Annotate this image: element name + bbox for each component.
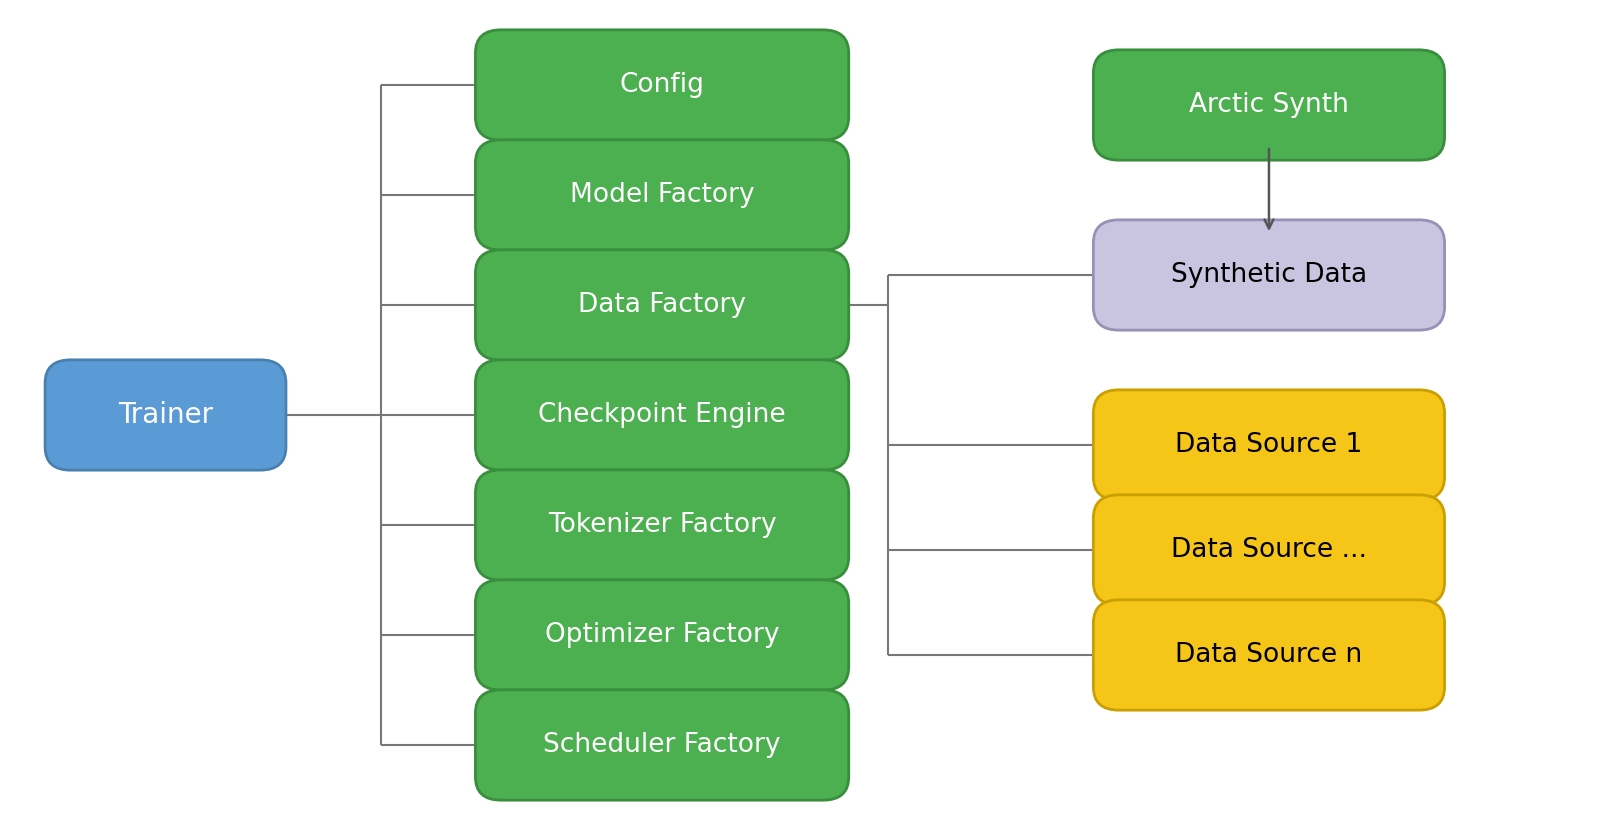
FancyBboxPatch shape <box>475 689 848 800</box>
Text: Data Factory: Data Factory <box>578 292 746 318</box>
FancyBboxPatch shape <box>475 470 848 580</box>
FancyBboxPatch shape <box>475 360 848 470</box>
FancyBboxPatch shape <box>1093 220 1445 330</box>
FancyBboxPatch shape <box>1093 600 1445 710</box>
Text: Data Source 1: Data Source 1 <box>1176 432 1363 458</box>
FancyBboxPatch shape <box>1093 390 1445 500</box>
Text: Arctic Synth: Arctic Synth <box>1189 92 1349 118</box>
FancyBboxPatch shape <box>475 250 848 360</box>
FancyBboxPatch shape <box>475 140 848 250</box>
Text: Data Source n: Data Source n <box>1176 642 1363 668</box>
Text: Tokenizer Factory: Tokenizer Factory <box>547 512 776 538</box>
FancyBboxPatch shape <box>45 360 286 470</box>
Text: Model Factory: Model Factory <box>570 182 754 208</box>
FancyBboxPatch shape <box>1093 50 1445 161</box>
Text: Scheduler Factory: Scheduler Factory <box>544 732 781 758</box>
Text: Config: Config <box>619 72 704 98</box>
Text: Trainer: Trainer <box>118 401 213 429</box>
Text: Synthetic Data: Synthetic Data <box>1171 262 1366 288</box>
Text: Checkpoint Engine: Checkpoint Engine <box>538 402 786 428</box>
Text: Optimizer Factory: Optimizer Factory <box>546 622 779 648</box>
FancyBboxPatch shape <box>475 579 848 690</box>
FancyBboxPatch shape <box>475 30 848 140</box>
Text: Data Source ...: Data Source ... <box>1171 537 1366 563</box>
FancyBboxPatch shape <box>1093 495 1445 606</box>
